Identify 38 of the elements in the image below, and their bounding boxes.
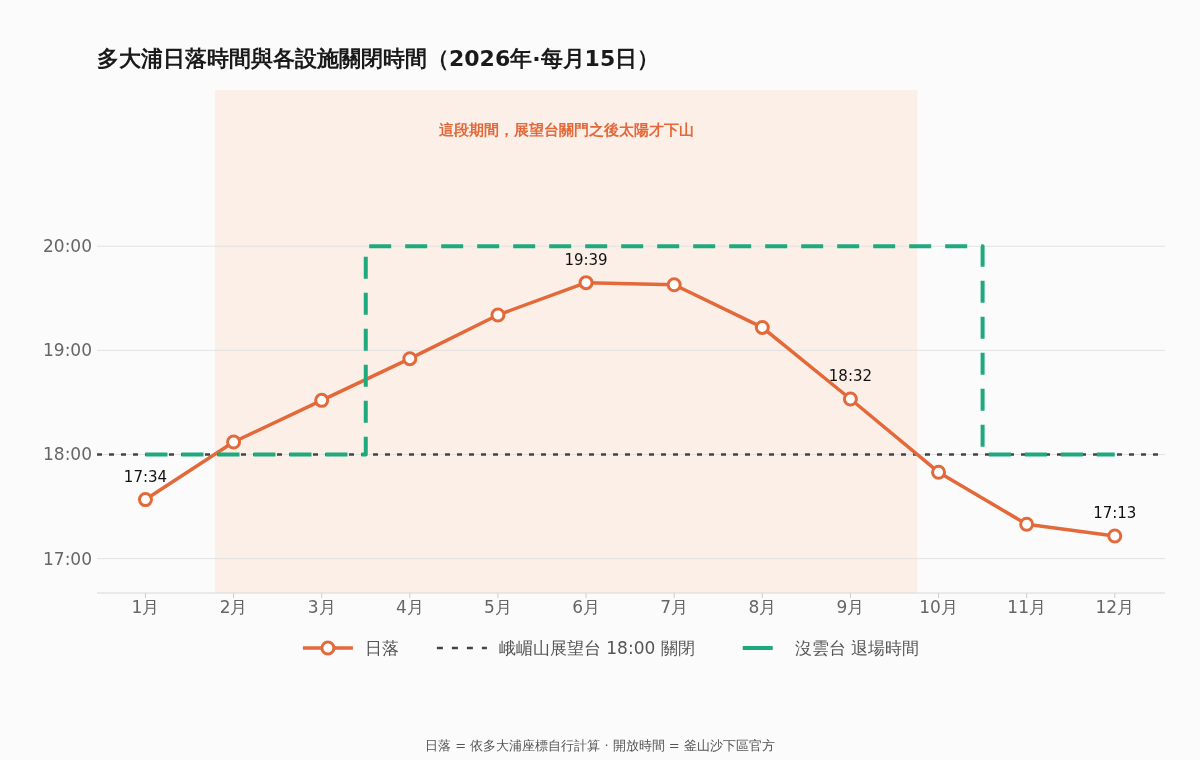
point xyxy=(490,307,506,323)
point xyxy=(226,434,242,450)
y-tick-label: 17:00 xyxy=(43,548,92,569)
x-tick-label: 3月 xyxy=(307,597,336,617)
x-tick-label: 1月 xyxy=(131,597,160,617)
legend-label: 日落 xyxy=(364,638,399,658)
data-label: 17:13 xyxy=(1093,504,1137,523)
legend-label: 峨嵋山展望台 18:00 關閉 xyxy=(498,638,695,658)
text: 日落 = 依多大浦座標自行計算 · 開放時間 = 釜山沙下區官方 xyxy=(425,738,775,753)
point xyxy=(754,319,770,335)
x-tick-label: 6月 xyxy=(572,597,600,617)
point xyxy=(314,392,330,408)
x-tick-label: 2月 xyxy=(219,597,248,617)
chart-title: 多大浦日落時間與各設施關閉時間（2026年·每月15日） xyxy=(97,46,660,71)
data-label: 19:39 xyxy=(564,250,608,269)
y-tick-label: 20:00 xyxy=(43,236,92,257)
point xyxy=(666,277,682,293)
data-label: 18:32 xyxy=(828,366,873,385)
legend-label: 沒雲台 退場時間 xyxy=(794,638,920,658)
point xyxy=(137,492,153,508)
x-tick-label: 11月 xyxy=(1007,597,1046,617)
point xyxy=(842,391,858,407)
x-tick-label: 9月 xyxy=(836,597,865,617)
point xyxy=(1107,528,1123,544)
x-tick-label: 4月 xyxy=(395,597,424,617)
x-tick-label: 7月 xyxy=(660,597,689,617)
point xyxy=(578,275,594,291)
point xyxy=(402,351,418,367)
point xyxy=(1019,516,1035,532)
y-tick-label: 19:00 xyxy=(43,340,92,361)
data-label: 17:34 xyxy=(123,467,168,486)
x-tick-label: 5月 xyxy=(484,597,512,617)
x-tick-label: 10月 xyxy=(919,597,958,617)
band-label: 這段期間，展望台關門之後太陽才下山 xyxy=(437,121,694,139)
x-tick-label: 8月 xyxy=(748,597,777,617)
y-tick-label: 18:00 xyxy=(43,444,92,465)
x-tick-label: 12月 xyxy=(1095,597,1135,617)
point xyxy=(931,464,947,480)
